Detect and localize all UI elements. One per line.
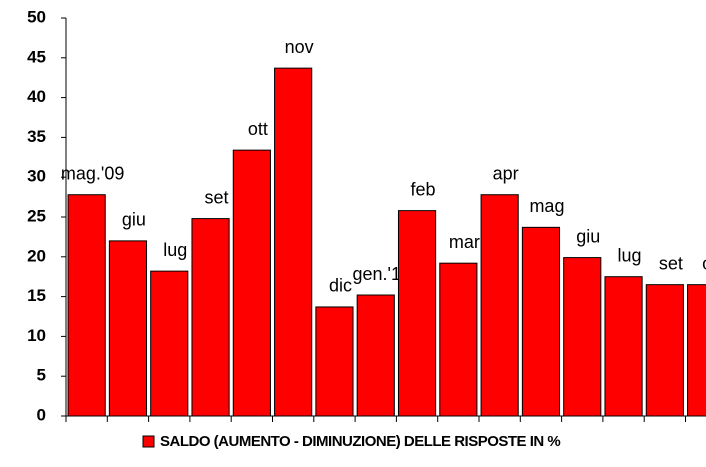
y-tick-label: 20	[27, 246, 46, 265]
bar-label: mar	[449, 232, 480, 252]
bar	[315, 306, 354, 417]
y-tick-label: 5	[37, 366, 46, 385]
bar-label: giu	[576, 226, 600, 246]
y-tick-label: 0	[37, 405, 46, 424]
bar-label: lug	[163, 240, 187, 260]
bar-label: set	[659, 253, 683, 273]
bar	[108, 240, 148, 417]
bar	[604, 276, 643, 417]
bar-label: nov	[285, 37, 314, 57]
bar	[191, 218, 230, 417]
bar-label: lug	[618, 245, 642, 265]
bar	[67, 194, 106, 417]
y-tick-label: 45	[27, 47, 46, 66]
y-tick-label: 35	[27, 127, 46, 146]
bar-label: gen.'10	[353, 264, 412, 284]
bar-label: dic	[329, 276, 352, 296]
bar	[563, 257, 602, 417]
bar-label: ott	[248, 119, 268, 139]
legend-label: SALDO (AUMENTO - DIMINUZIONE) DELLE RISP…	[160, 433, 560, 450]
bar-label: mag	[529, 196, 564, 216]
y-tick-label: 10	[27, 326, 46, 345]
bar-label: mag.'09	[61, 163, 124, 183]
bar	[274, 67, 313, 417]
y-tick-label: 25	[27, 206, 46, 225]
bar	[521, 226, 561, 417]
bar	[397, 210, 437, 417]
bar	[150, 270, 189, 417]
bar-label: apr	[493, 163, 519, 183]
bar	[439, 262, 478, 417]
bar	[687, 284, 706, 417]
bar-label: ott	[702, 253, 706, 273]
bar-label: feb	[411, 179, 436, 199]
bar	[356, 294, 395, 417]
y-tick-label: 30	[27, 167, 46, 186]
y-tick-label: 40	[27, 87, 46, 106]
bar	[645, 284, 684, 417]
y-tick-label: 15	[27, 286, 46, 305]
bar-label: set	[205, 187, 229, 207]
legend-swatch	[142, 435, 155, 448]
bar	[232, 149, 271, 417]
y-tick-label: 50	[27, 7, 46, 26]
bar-label: giu	[122, 210, 146, 230]
bar	[480, 194, 519, 417]
